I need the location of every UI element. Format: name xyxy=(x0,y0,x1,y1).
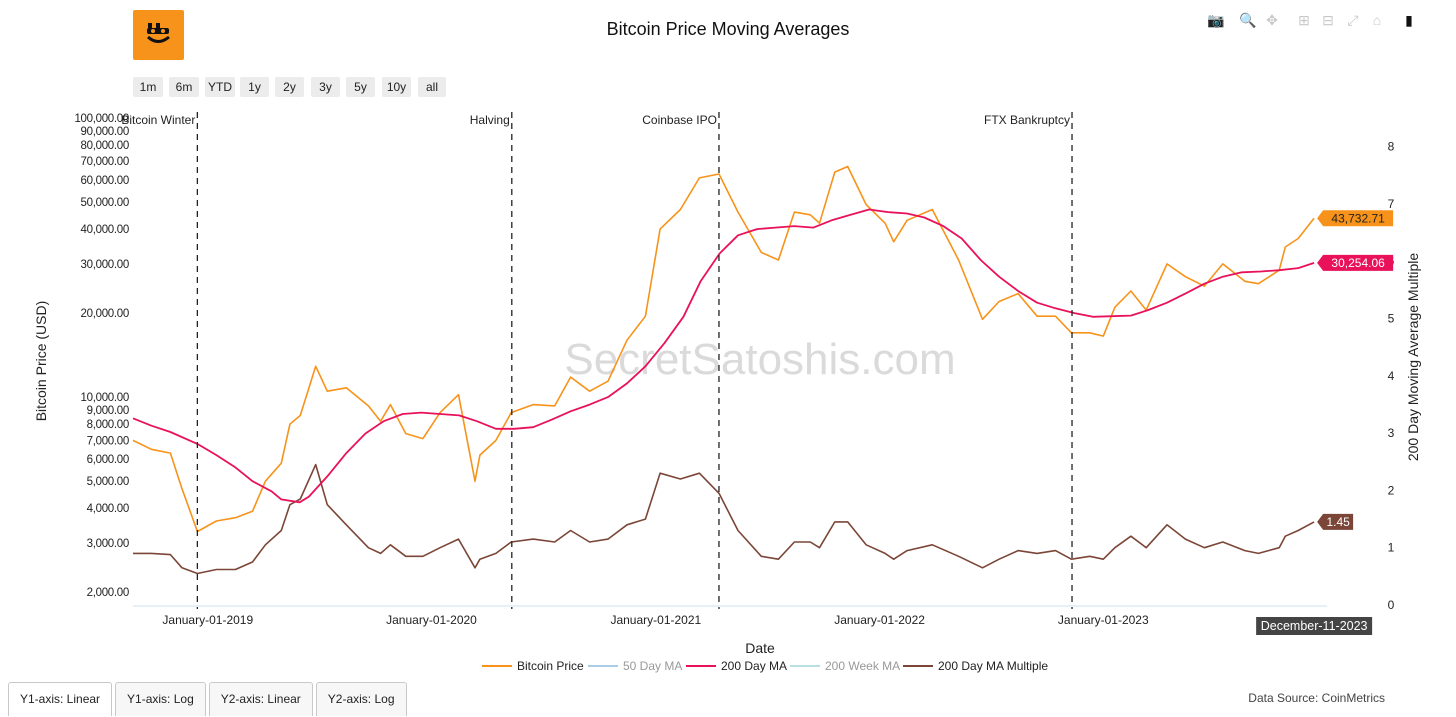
data-source: Data Source: CoinMetrics xyxy=(1248,691,1385,705)
chart: 2,000.00 3,000.00 4,000.00 5,000.00 6,000.00… xyxy=(33,112,1421,673)
pan-icon[interactable]: ✥ xyxy=(1266,12,1278,28)
reset-axes-icon[interactable]: ⌂ xyxy=(1372,12,1382,28)
legend-item: 200 Day MA xyxy=(721,659,787,673)
range-button-2y[interactable]: 2y xyxy=(275,77,304,97)
tab-y1-linear[interactable]: Y1-axis: Linear xyxy=(8,682,113,716)
x-axis-title: Date xyxy=(745,640,775,656)
legend-item: 50 Day MA xyxy=(623,659,682,673)
camera-icon[interactable]: 📷 xyxy=(1207,12,1225,28)
tab-y2-log[interactable]: Y2-axis: Log xyxy=(315,682,407,716)
last-value-label: 1.45 xyxy=(1326,515,1350,529)
y-tick-label: 40,000.00 xyxy=(81,224,129,236)
last-value-badge xyxy=(1317,513,1354,530)
y-tick-label: 8,000.00 xyxy=(87,419,129,431)
plotly-logo-icon[interactable]: ▮ xyxy=(1405,12,1413,28)
zoom-in-icon[interactable]: ⊞ xyxy=(1298,12,1310,28)
last-value-label: 30,254.06 xyxy=(1331,256,1385,270)
tab-y2-linear[interactable]: Y2-axis: Linear xyxy=(208,682,313,716)
legend-item: Bitcoin Price xyxy=(517,659,584,673)
y-tick-label: 5,000.00 xyxy=(87,476,129,488)
y-tick-label: 90,000.00 xyxy=(81,126,129,138)
y-tick-label: 9,000.00 xyxy=(87,405,129,417)
y-axis-title: Bitcoin Price (USD) xyxy=(33,301,49,422)
y2-axis-title: 200 Day Moving Average Multiple xyxy=(1405,253,1421,462)
y-tick-label: 80,000.00 xyxy=(81,140,129,152)
zoom-out-icon[interactable]: ⊟ xyxy=(1322,12,1334,28)
zoom-icon[interactable]: 🔍 xyxy=(1239,12,1257,28)
legend-item: 200 Day MA Multiple xyxy=(938,659,1048,673)
range-button-3y[interactable]: 3y xyxy=(311,77,340,97)
chart-title: Bitcoin Price Moving Averages xyxy=(606,19,850,39)
range-button-10y[interactable]: 10y xyxy=(382,77,411,97)
range-button-1m[interactable]: 1m xyxy=(133,77,163,97)
y2-tick-label: 2 xyxy=(1388,483,1395,497)
range-button-all[interactable]: all xyxy=(418,77,446,97)
y-tick-label: 3,000.00 xyxy=(87,538,129,550)
y2-tick-label: 4 xyxy=(1388,369,1395,383)
x-tick-label: January-01-2023 xyxy=(1058,613,1149,627)
y2-tick-label: 5 xyxy=(1388,312,1395,326)
bitcoin-price-line xyxy=(132,165,1315,533)
legend-item: 200 Week MA xyxy=(825,659,900,673)
axis-tabs: Y1-axis: Linear Y1-axis: Log Y2-axis: Li… xyxy=(8,682,410,716)
y-tick-label: 20,000.00 xyxy=(81,308,129,320)
ma-multiple-line xyxy=(133,463,1315,575)
y-tick-label: 60,000.00 xyxy=(81,175,129,187)
range-button-ytd[interactable]: YTD xyxy=(205,77,235,97)
y2-tick-label: 3 xyxy=(1388,426,1395,440)
y-tick-label: 70,000.00 xyxy=(81,156,129,168)
event-label: FTX Bankruptcy xyxy=(984,113,1070,127)
y-tick-label: 10,000.00 xyxy=(81,392,129,404)
tab-y1-log[interactable]: Y1-axis: Log xyxy=(115,682,206,716)
x-tick-label: January-01-2019 xyxy=(162,613,253,627)
event-label: Coinbase IPO xyxy=(642,113,717,127)
bitcoin-smile-logo xyxy=(146,23,170,43)
x-tick-label: January-01-2021 xyxy=(610,613,701,627)
last-value-badge xyxy=(1317,254,1394,271)
y2-tick-label: 1 xyxy=(1388,541,1395,555)
range-button-1y[interactable]: 1y xyxy=(240,77,269,97)
y-tick-label: 7,000.00 xyxy=(87,435,129,447)
y2-tick-label: 7 xyxy=(1388,197,1395,211)
event-label: Bitcoin Winter xyxy=(121,113,195,127)
y-tick-label: 30,000.00 xyxy=(81,259,129,271)
y-tick-label: 4,000.00 xyxy=(87,503,129,515)
autoscale-icon[interactable]: ⤢ xyxy=(1347,12,1359,28)
hover-date-label: December-11-2023 xyxy=(1261,619,1368,633)
y-tick-label: 2,000.00 xyxy=(87,587,129,599)
last-value-badge xyxy=(1317,210,1394,227)
x-tick-label: January-01-2020 xyxy=(386,613,477,627)
y2-tick-label: 0 xyxy=(1388,598,1395,612)
logo xyxy=(133,10,184,60)
last-value-label: 43,732.71 xyxy=(1331,211,1385,225)
x-tick-label: January-01-2022 xyxy=(834,613,925,627)
y-tick-label: 50,000.00 xyxy=(81,197,129,209)
hover-date-badge xyxy=(1256,611,1373,635)
range-button-5y[interactable]: 5y xyxy=(346,77,375,97)
y-tick-label: 100,000.00 xyxy=(74,113,129,125)
y2-tick-label: 8 xyxy=(1388,140,1395,154)
y-tick-label: 6,000.00 xyxy=(87,454,129,466)
range-button-6m[interactable]: 6m xyxy=(169,77,199,97)
watermark: SecretSatoshis.com xyxy=(564,335,955,384)
event-label: Halving xyxy=(470,113,510,127)
